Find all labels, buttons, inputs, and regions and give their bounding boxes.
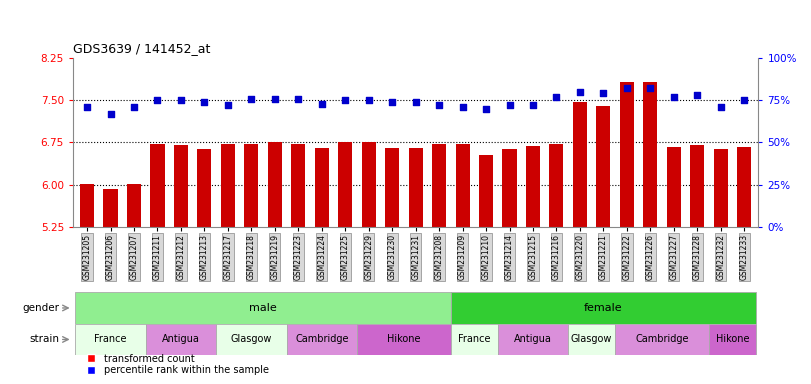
Bar [174, 145, 188, 227]
Point [526, 102, 539, 108]
Bar [197, 149, 212, 227]
Bar [75, 324, 146, 355]
Text: France: France [94, 334, 127, 344]
Point [479, 106, 492, 112]
Bar [620, 82, 634, 227]
Point [620, 85, 633, 91]
Bar [451, 292, 756, 324]
Bar [80, 184, 94, 227]
Text: gender: gender [23, 303, 59, 313]
Point [644, 85, 657, 91]
Bar [409, 148, 423, 227]
Text: Hikone: Hikone [716, 334, 749, 344]
Text: GDS3639 / 141452_at: GDS3639 / 141452_at [73, 42, 210, 55]
Bar [432, 144, 446, 227]
Bar [357, 324, 451, 355]
Point [409, 99, 422, 105]
Bar [244, 144, 259, 227]
Bar [456, 144, 470, 227]
Text: Cambridge: Cambridge [635, 334, 689, 344]
Point [550, 94, 563, 100]
Bar [643, 82, 658, 227]
Point [315, 101, 328, 107]
Bar [150, 144, 165, 227]
Bar [268, 142, 282, 227]
Text: male: male [249, 303, 277, 313]
Text: Hikone: Hikone [387, 334, 421, 344]
Bar [315, 148, 328, 227]
Point [432, 102, 445, 108]
Bar [75, 292, 451, 324]
Point [714, 104, 727, 110]
Point [597, 90, 610, 96]
Legend: transformed count, percentile rank within the sample: transformed count, percentile rank withi… [78, 350, 273, 379]
Point [80, 104, 93, 110]
Bar [596, 106, 611, 227]
Bar [385, 148, 399, 227]
Bar [127, 184, 141, 227]
Text: Antigua: Antigua [514, 334, 552, 344]
Bar [569, 324, 615, 355]
Point [738, 97, 751, 103]
Point [292, 96, 305, 102]
Text: Antigua: Antigua [162, 334, 200, 344]
Text: Cambridge: Cambridge [295, 334, 349, 344]
Text: female: female [584, 303, 623, 313]
Bar [479, 156, 493, 227]
Point [174, 97, 187, 103]
Bar [498, 324, 569, 355]
Point [151, 97, 164, 103]
Point [198, 99, 211, 105]
Text: Glasgow: Glasgow [571, 334, 612, 344]
Bar [146, 324, 217, 355]
Text: Glasgow: Glasgow [230, 334, 272, 344]
Bar [667, 147, 681, 227]
Bar [217, 324, 286, 355]
Bar [286, 324, 357, 355]
Bar [549, 144, 564, 227]
Point [573, 89, 586, 95]
Bar [690, 145, 704, 227]
Text: strain: strain [29, 334, 59, 344]
Text: France: France [458, 334, 491, 344]
Bar [291, 144, 305, 227]
Point [339, 97, 352, 103]
Bar [338, 142, 352, 227]
Bar [737, 147, 751, 227]
Bar [573, 102, 587, 227]
Point [503, 102, 516, 108]
Bar [362, 142, 375, 227]
Bar [714, 149, 727, 227]
Bar [503, 149, 517, 227]
Bar [104, 189, 118, 227]
Bar [615, 324, 709, 355]
Point [221, 102, 234, 108]
Point [691, 92, 704, 98]
Bar [709, 324, 756, 355]
Bar [451, 324, 498, 355]
Point [127, 104, 140, 110]
Bar [526, 146, 540, 227]
Point [268, 96, 281, 102]
Point [386, 99, 399, 105]
Bar [221, 144, 235, 227]
Point [456, 104, 469, 110]
Point [245, 96, 258, 102]
Point [363, 97, 375, 103]
Point [667, 94, 680, 100]
Point [104, 111, 117, 117]
